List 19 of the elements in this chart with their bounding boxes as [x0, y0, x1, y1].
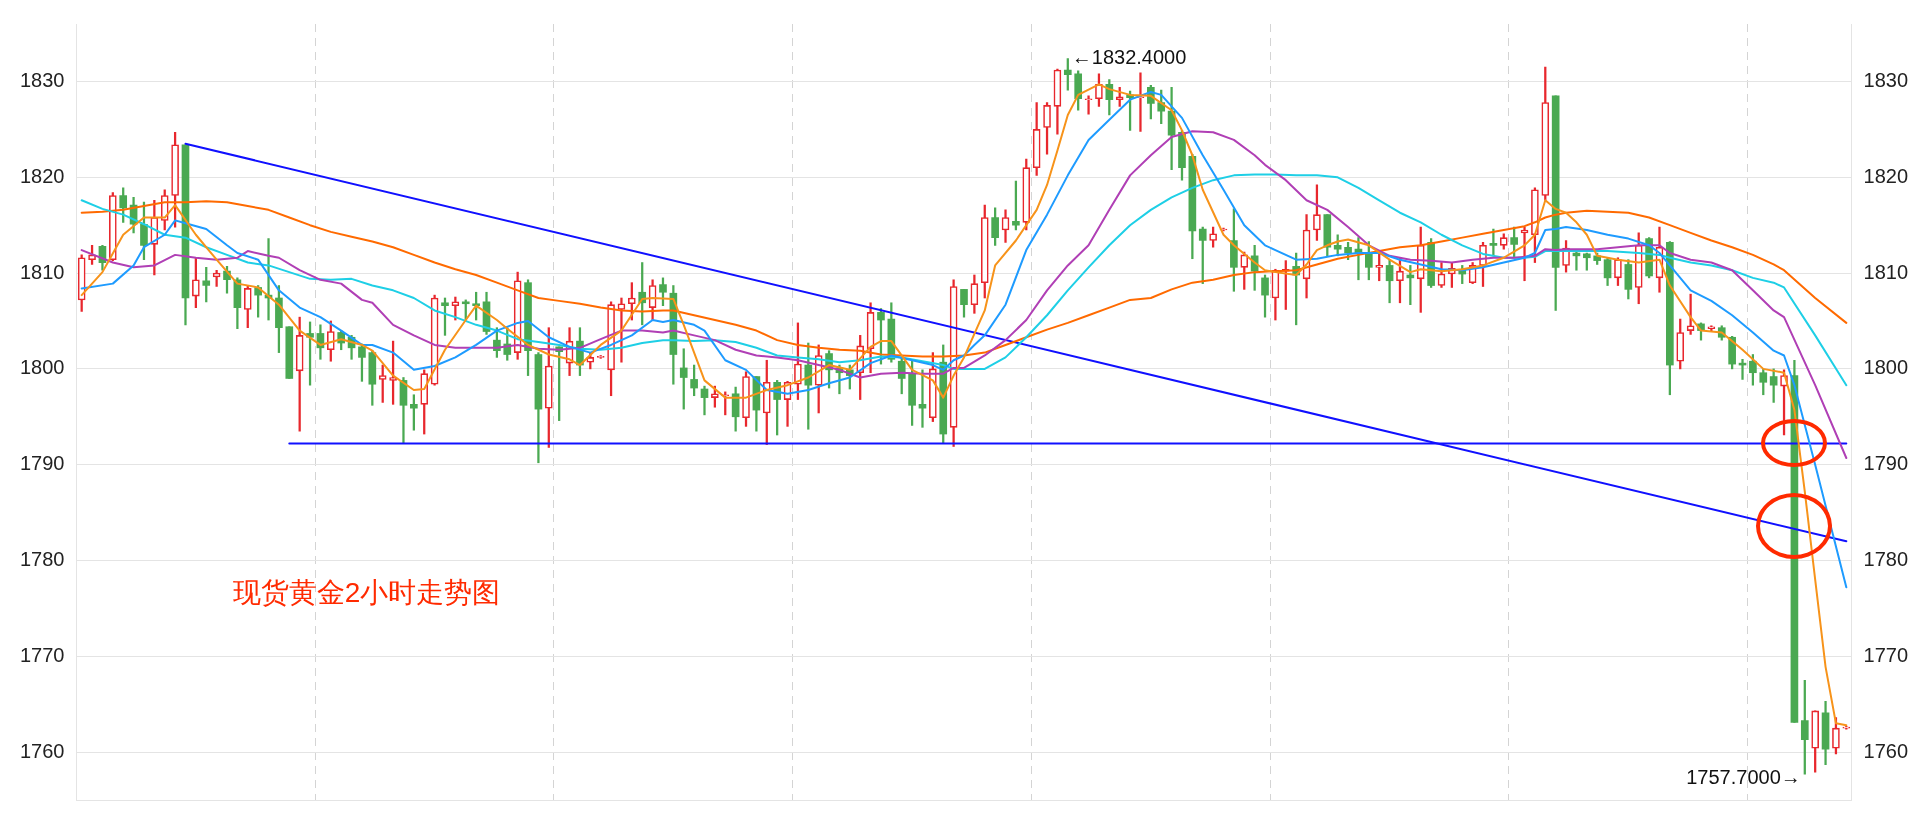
y-tick-label: 1770 [19, 643, 65, 666]
y-tick-label: 1790 [19, 452, 65, 475]
y-tick-label: 1760 [19, 739, 65, 762]
annotation: 现货黄金2小时走势图 [232, 577, 501, 609]
y2-tick-label: 1830 [1863, 69, 1909, 91]
annotation: ←1832.4000 [1071, 46, 1187, 68]
y2-tick-label: 1810 [1863, 260, 1909, 283]
y-tick-label: 1810 [19, 260, 65, 283]
y2-tick-label: 1800 [1863, 356, 1909, 379]
annotation: 1757.7000→ [1686, 765, 1801, 788]
y2-tick-label: 1760 [1863, 739, 1909, 762]
y2-tick-label: 1790 [1863, 452, 1909, 475]
y-tick-label: 1780 [19, 548, 65, 571]
y-tick-label: 1830 [19, 69, 65, 91]
y2-tick-label: 1780 [1863, 548, 1909, 571]
y-tick-label: 1800 [19, 356, 65, 379]
y2-tick-label: 1770 [1863, 643, 1909, 666]
y-tick-label: 1820 [19, 164, 65, 187]
y2-tick-label: 1820 [1863, 164, 1909, 187]
